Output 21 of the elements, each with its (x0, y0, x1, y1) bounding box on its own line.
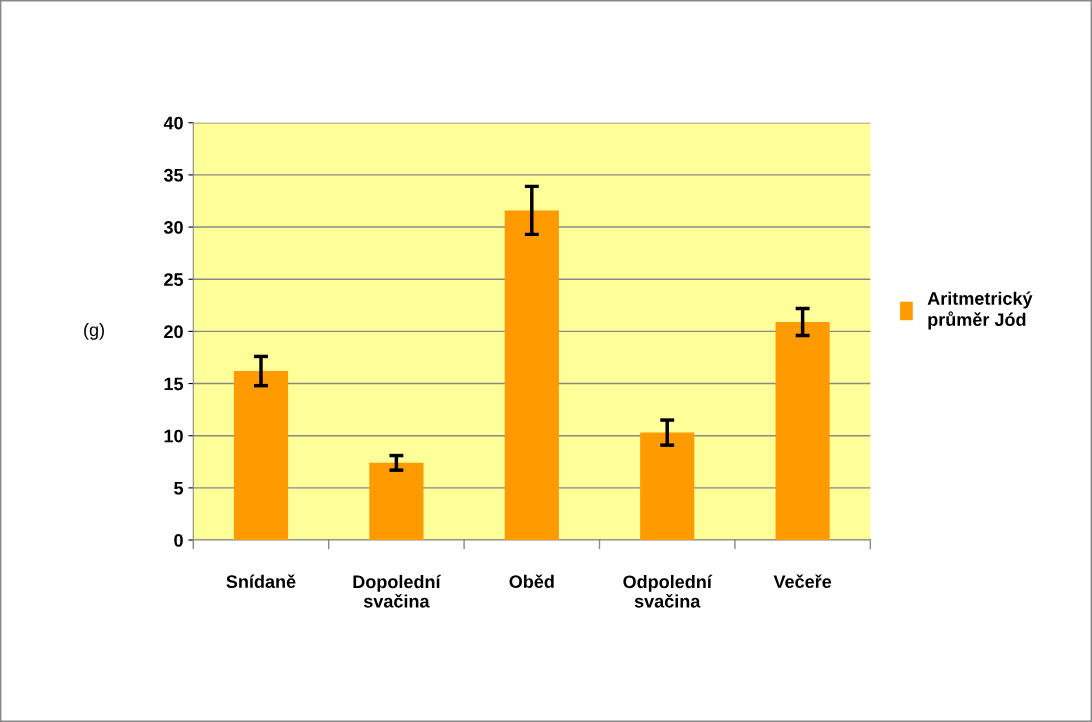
y-tick-label: 20 (164, 325, 183, 339)
y-tick-label: 40 (163, 116, 183, 130)
y-tick-label: 0 (174, 533, 183, 547)
x-tick-label: Dopolední svačina (353, 574, 442, 608)
y-tick-label: 35 (163, 168, 184, 182)
bar (775, 322, 830, 541)
x-tick-label: Snídaně (226, 574, 296, 589)
legend-label: Aritmetrický průměr Jód (927, 291, 1033, 330)
y-tick-label: 10 (164, 429, 183, 443)
bar (233, 371, 289, 541)
bar (369, 462, 424, 541)
y-tick-label: 15 (164, 377, 184, 391)
x-tick-label: Odpolední svačina (623, 574, 713, 608)
y-tick-label: 5 (174, 482, 184, 495)
y-tick-label: 25 (164, 273, 184, 286)
bar (504, 210, 559, 541)
x-tick-label: Večeře (773, 574, 832, 589)
x-tick-label: Oběd (509, 574, 554, 589)
y-tick-label: 30 (163, 221, 183, 234)
bar (640, 432, 695, 541)
y-axis-title: (g) (84, 322, 104, 340)
